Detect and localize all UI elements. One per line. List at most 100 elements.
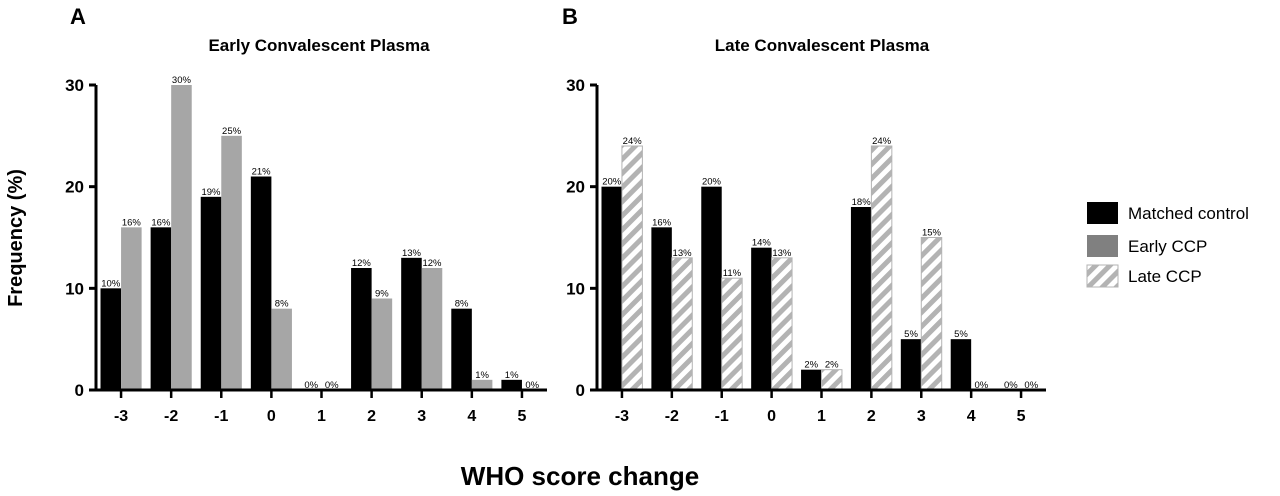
panel-a-y-tick-label-0: 0 xyxy=(75,381,84,400)
panel-b-data-label-late-ccp-0: 24% xyxy=(623,136,643,147)
panel-a-bar-matched-control-cat-1-2 xyxy=(200,196,222,390)
legend-swatch-early-ccp xyxy=(1087,235,1118,257)
panel-a-x-tick-label-5: 2 xyxy=(367,408,376,425)
panel-b-data-label-matched-control-0: 20% xyxy=(602,177,622,188)
panel-a-data-label-early-ccp-8: 0% xyxy=(525,380,539,391)
panel-a-x-tick-label-4: 1 xyxy=(317,408,326,425)
panel-b-bar-late-ccp-cat-1-4 xyxy=(821,369,843,391)
panel-a-data-label-early-ccp-2: 25% xyxy=(222,126,242,137)
y-axis-title: Frequency (%) xyxy=(5,169,27,307)
panel-b-data-label-late-ccp-8: 0% xyxy=(1024,380,1038,391)
legend-entry-late-ccp: Late CCP xyxy=(1086,264,1202,288)
panel-b-y-tick-label-1: 10 xyxy=(566,279,585,298)
panel-a-data-label-matched-control-7: 8% xyxy=(455,299,469,310)
panel-a-x-tick-label-7: 4 xyxy=(467,408,476,425)
panel-b-bar-matched-control-cat-4-7 xyxy=(950,339,972,390)
panel-a-data-label-matched-control-6: 13% xyxy=(402,248,422,259)
panel-a-bar-matched-control-cat-3-6 xyxy=(401,257,422,390)
panel-a-bar-matched-control-cat-2-1 xyxy=(150,227,172,390)
panel-b-data-label-late-ccp-2: 11% xyxy=(723,268,742,279)
panel-a-bar-matched-control-cat-4-7 xyxy=(451,308,472,390)
panel-a-bar-matched-control-cat-5-8 xyxy=(501,379,522,390)
panel-a-data-label-matched-control-1: 16% xyxy=(151,217,171,228)
panel-b-bar-matched-control-cat-1-4 xyxy=(801,369,822,390)
panel-a-x-tick-label-1: -2 xyxy=(164,408,178,425)
panel-a-x-tick-label-6: 3 xyxy=(417,408,426,425)
panel-b-data-label-late-ccp-5: 24% xyxy=(872,136,892,147)
panel-a-bar-early-ccp-cat-3-6 xyxy=(421,268,443,390)
panel-a-x-tick-label-3: 0 xyxy=(267,408,276,425)
panel-a-bar-early-ccp-cat-1-2 xyxy=(221,135,242,390)
panel-b-data-label-late-ccp-4: 2% xyxy=(825,360,839,371)
panel-a-y-tick-label-3: 30 xyxy=(65,76,84,95)
panel-a-data-label-matched-control-2: 19% xyxy=(201,187,221,198)
panel-a-bar-matched-control-cat-0-3 xyxy=(250,176,272,390)
panel-b-data-label-matched-control-1: 16% xyxy=(652,217,672,228)
panel-b-x-tick-label-7: 4 xyxy=(967,408,976,425)
panel-a-data-label-early-ccp-0: 16% xyxy=(122,217,142,228)
panel-b-data-label-matched-control-5: 18% xyxy=(852,197,872,208)
panel-a-bar-early-ccp-cat-3-0 xyxy=(121,227,142,390)
panel-b-bar-matched-control-cat-2-1 xyxy=(651,227,672,390)
panel-a-title: Early Convalescent Plasma xyxy=(208,36,430,55)
panel-b-y-tick-label-2: 20 xyxy=(566,178,585,197)
panel-a-bar-early-ccp-cat-2-5 xyxy=(371,298,393,390)
panel-a-data-label-early-ccp-3: 8% xyxy=(275,299,289,310)
panel-a-data-label-matched-control-5: 12% xyxy=(352,258,372,269)
panel-b-x-tick-label-6: 3 xyxy=(917,408,926,425)
panel-b-bar-matched-control-cat-0-3 xyxy=(751,247,772,390)
panel-a-bar-matched-control-cat-3-0 xyxy=(100,288,122,390)
legend-entry-matched-control: Matched control xyxy=(1087,202,1249,224)
panel-b-bar-matched-control-cat-2-5 xyxy=(850,207,872,390)
panel-b-x-tick-label-5: 2 xyxy=(867,408,876,425)
panel-b-y-tick-label-3: 30 xyxy=(566,76,585,95)
panel-b-bar-late-ccp-cat-1-2 xyxy=(721,277,743,391)
panel-b-bar-late-ccp-cat-2-5 xyxy=(870,145,893,391)
panel-b-x-tick-label-1: -2 xyxy=(665,408,679,425)
panel-b-data-label-late-ccp-1: 13% xyxy=(673,248,693,259)
panel-a-y-tick-label-1: 10 xyxy=(65,279,84,298)
legend-entry-early-ccp: Early CCP xyxy=(1087,235,1207,257)
panel-a-letter: A xyxy=(70,4,86,29)
panel-b-y-tick-label-0: 0 xyxy=(576,381,585,400)
panel-b-x-tick-label-0: -3 xyxy=(615,408,629,425)
panel-b-x-tick-label-8: 5 xyxy=(1017,408,1026,425)
panel-a-x-tick-label-8: 5 xyxy=(517,408,526,425)
panel-a-data-label-matched-control-8: 1% xyxy=(505,370,519,381)
panel-a-plot: 10%16%19%21%0%12%13%8%1%16%30%25%8%0%9%1… xyxy=(65,75,547,425)
legend-swatch-late-ccp xyxy=(1086,264,1119,288)
panel-a-data-label-matched-control-4: 0% xyxy=(304,380,318,391)
panel-b-data-label-late-ccp-7: 0% xyxy=(975,380,989,391)
panel-a-data-label-early-ccp-6: 12% xyxy=(422,258,442,269)
panel-b-bar-late-ccp-cat-2-1 xyxy=(671,257,693,391)
panel-a-bar-early-ccp-cat-2-1 xyxy=(171,85,192,390)
panel-b-x-tick-label-3: 0 xyxy=(767,408,776,425)
panel-a-data-label-matched-control-3: 21% xyxy=(252,167,272,178)
legend: Matched control Early CCP Late CCP xyxy=(1086,202,1249,288)
panel-b-data-label-matched-control-4: 2% xyxy=(804,360,818,371)
panel-b-letter: B xyxy=(562,4,578,29)
panel-a-x-tick-label-2: -1 xyxy=(214,408,228,425)
panel-a-data-label-early-ccp-4: 0% xyxy=(325,380,339,391)
legend-label-late-ccp: Late CCP xyxy=(1128,267,1202,286)
panel-a-y-tick-label-2: 20 xyxy=(65,178,84,197)
legend-swatch-matched-control xyxy=(1087,202,1118,224)
panel-b-data-label-matched-control-2: 20% xyxy=(702,177,722,188)
panel-b-bar-late-ccp-cat-3-6 xyxy=(920,237,943,391)
panel-b-title: Late Convalescent Plasma xyxy=(715,36,930,55)
panel-b-data-label-matched-control-8: 0% xyxy=(1004,380,1018,391)
panel-a-bar-matched-control-cat-2-5 xyxy=(351,268,372,390)
panel-b-data-label-late-ccp-3: 13% xyxy=(772,248,792,259)
panel-b-data-label-matched-control-3: 14% xyxy=(752,238,772,249)
panel-b-bar-late-ccp-cat-3-0 xyxy=(621,145,643,391)
panel-b-plot: 20%16%20%14%2%18%5% 5%0%24%13%11%13%2%24%… xyxy=(566,76,1046,425)
panel-a-x-tick-label-0: -3 xyxy=(114,408,128,425)
panel-a-data-label-matched-control-0: 10% xyxy=(101,278,121,289)
legend-label-early-ccp: Early CCP xyxy=(1128,237,1207,256)
panel-b-data-label-late-ccp-6: 15% xyxy=(922,228,942,239)
x-axis-title: WHO score change xyxy=(461,461,699,491)
panel-a-data-label-early-ccp-5: 9% xyxy=(375,289,389,300)
panel-a-bar-early-ccp-cat-4-7 xyxy=(471,379,493,390)
legend-label-matched-control: Matched control xyxy=(1128,204,1249,223)
